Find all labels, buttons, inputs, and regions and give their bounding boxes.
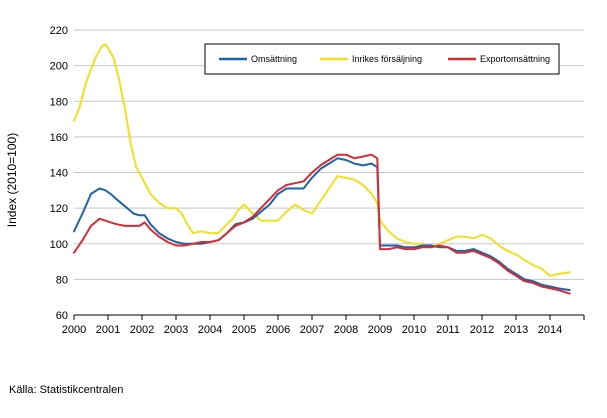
x-tick-label: 2012 bbox=[470, 324, 494, 336]
legend-label: Inrikes försäljning bbox=[352, 54, 422, 64]
y-tick-label: 180 bbox=[50, 96, 68, 108]
x-tick-label: 2007 bbox=[300, 324, 324, 336]
y-tick-label: 200 bbox=[50, 61, 68, 73]
y-tick-label: 100 bbox=[50, 239, 68, 251]
y-tick-label: 160 bbox=[50, 132, 68, 144]
legend: Omsättning Inrikes försäljning Exportomsät… bbox=[204, 43, 560, 75]
x-tick-label: 2014 bbox=[538, 324, 562, 336]
x-tick-label: 2004 bbox=[198, 324, 222, 336]
series-line-1 bbox=[73, 43, 571, 277]
series-line-0 bbox=[73, 157, 571, 292]
source-note: Källa: Statistikcentralen bbox=[9, 384, 124, 396]
x-tick-label: 2002 bbox=[130, 324, 154, 336]
legend-label: Exportomsättning bbox=[480, 54, 550, 64]
y-tick-label: 220 bbox=[50, 25, 68, 37]
legend-box bbox=[204, 43, 560, 75]
series-line-2 bbox=[73, 153, 571, 295]
y-tick-label: 120 bbox=[50, 203, 68, 215]
x-tick-label: 2008 bbox=[334, 324, 358, 336]
x-tick-label: 2000 bbox=[62, 324, 86, 336]
x-tick-label: 2003 bbox=[164, 324, 188, 336]
x-axis-ticks: 2000 2001 2002 2003 2004 2005 2006 2007 2008 2009… bbox=[62, 315, 585, 336]
y-axis-title: Index (2010=100) bbox=[5, 133, 19, 227]
x-tick-label: 2013 bbox=[504, 324, 528, 336]
y-axis-ticks: 60 80 100 120 140 160 180 200 220 bbox=[50, 25, 68, 322]
x-tick-label: 2005 bbox=[232, 324, 256, 336]
x-tick-label: 2009 bbox=[368, 324, 392, 336]
x-tick-label: 2011 bbox=[436, 324, 460, 336]
x-tick-label: 2010 bbox=[402, 324, 426, 336]
x-tick-label: 2006 bbox=[266, 324, 290, 336]
legend-label: Omsättning bbox=[251, 54, 297, 64]
y-tick-label: 140 bbox=[50, 168, 68, 180]
gridlines bbox=[74, 29, 584, 280]
y-tick-label: 60 bbox=[56, 310, 68, 322]
y-tick-label: 80 bbox=[56, 274, 68, 286]
series-lines bbox=[73, 43, 571, 295]
x-tick-label: 2001 bbox=[96, 324, 120, 336]
